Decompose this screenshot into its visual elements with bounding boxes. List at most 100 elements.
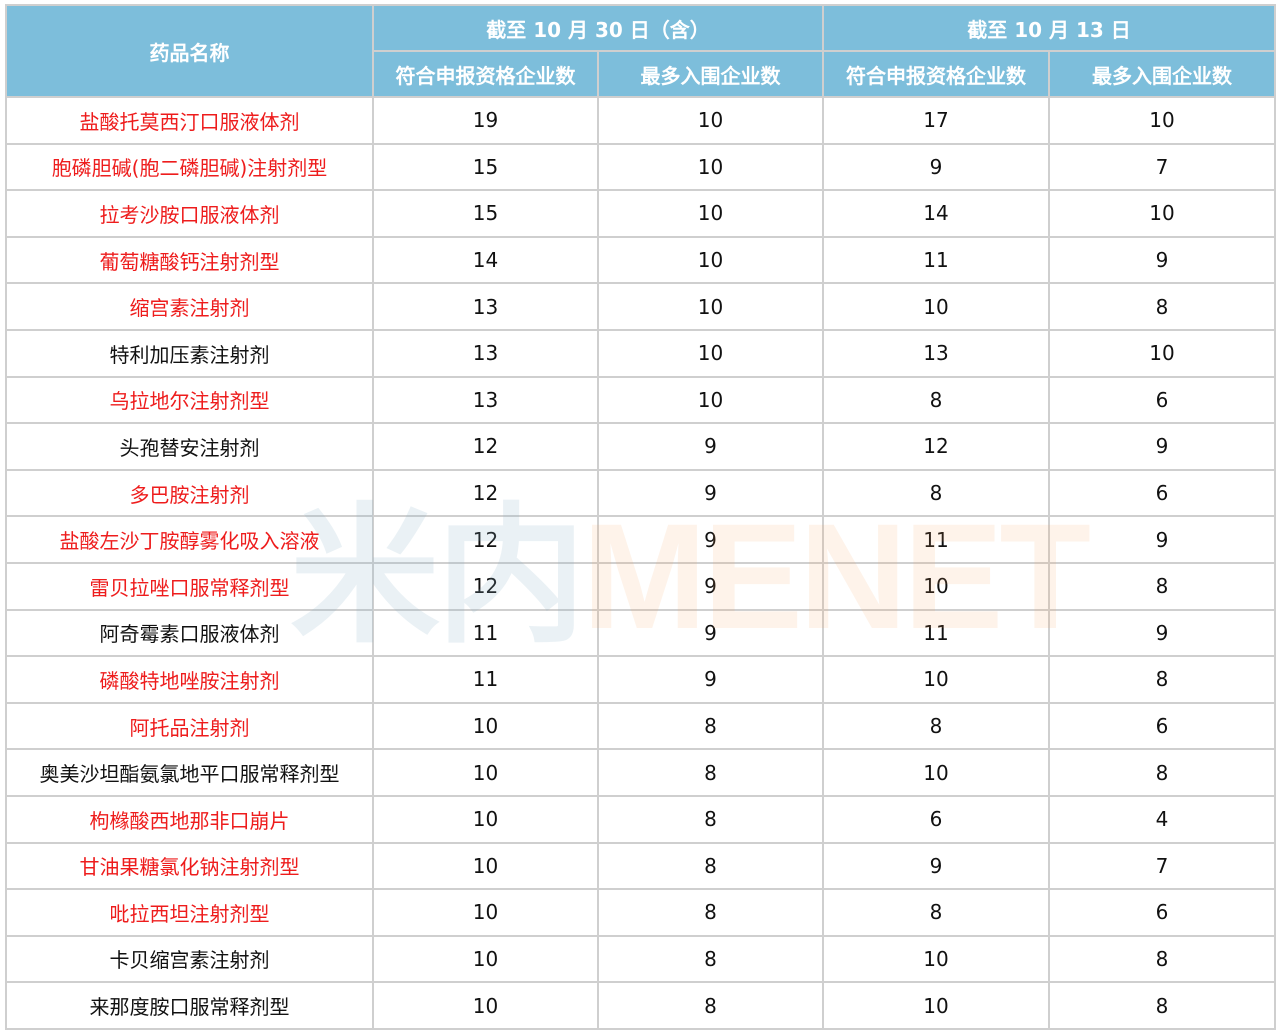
max-oct30-cell: 8 — [596, 981, 825, 1030]
table-row: 乌拉地尔注射剂型 13 10 8 6 — [5, 375, 1277, 425]
eligible-oct13-cell: 8 — [822, 701, 1051, 751]
eligible-oct30-cell: 10 — [372, 794, 599, 844]
max-oct13-cell: 8 — [1048, 655, 1277, 704]
max-oct30-cell: 10 — [596, 189, 825, 238]
table-row: 阿奇霉素口服液体剂 11 9 11 9 — [5, 608, 1277, 658]
eligible-oct13-cell: 10 — [822, 934, 1051, 984]
eligible-oct30-cell: 10 — [372, 701, 599, 751]
drug-name-cell: 吡拉西坦注射剂型 — [5, 888, 374, 937]
eligible-oct30-cell: 13 — [372, 328, 599, 378]
eligible-oct13-cell: 10 — [822, 561, 1051, 611]
eligible-oct30-cell: 11 — [372, 608, 599, 658]
table-row: 盐酸左沙丁胺醇雾化吸入溶液 12 9 11 9 — [5, 515, 1277, 564]
drug-name-cell: 雷贝拉唑口服常释剂型 — [5, 561, 374, 611]
table-row: 拉考沙胺口服液体剂 15 10 14 10 — [5, 189, 1277, 238]
drug-name-cell: 奥美沙坦酯氨氯地平口服常释剂型 — [5, 748, 374, 797]
eligible-oct30-cell: 19 — [372, 96, 599, 145]
drug-name-cell: 缩宫素注射剂 — [5, 282, 374, 331]
max-oct30-cell: 10 — [596, 235, 825, 285]
table-row: 盐酸托莫西汀口服液体剂 19 10 17 10 — [5, 96, 1277, 145]
eligible-oct13-cell: 6 — [822, 794, 1051, 844]
max-oct30-cell: 9 — [596, 422, 825, 471]
drug-name-cell: 阿托品注射剂 — [5, 701, 374, 751]
header-group-oct30: 截至 10 月 30 日（含） — [371, 4, 825, 52]
max-oct13-cell: 9 — [1048, 235, 1277, 285]
max-oct30-cell: 8 — [596, 888, 825, 937]
eligible-oct13-cell: 10 — [822, 282, 1051, 331]
drug-name-cell: 卡贝缩宫素注射剂 — [5, 934, 374, 984]
eligible-oct30-cell: 11 — [372, 655, 599, 704]
table-row: 缩宫素注射剂 13 10 10 8 — [5, 282, 1277, 331]
eligible-oct30-cell: 12 — [372, 468, 599, 518]
table-row: 枸橼酸西地那非口崩片 10 8 6 4 — [5, 794, 1277, 844]
max-oct13-cell: 10 — [1048, 189, 1277, 238]
eligible-oct30-cell: 12 — [372, 422, 599, 471]
max-oct13-cell: 9 — [1048, 422, 1277, 471]
eligible-oct30-cell: 12 — [372, 561, 599, 611]
drug-name-cell: 多巴胺注射剂 — [5, 468, 374, 518]
header-max-oct30: 最多入围企业数 — [596, 50, 825, 98]
table-row: 雷贝拉唑口服常释剂型 12 9 10 8 — [5, 561, 1277, 611]
drug-name-cell: 特利加压素注射剂 — [5, 328, 374, 378]
drug-name-cell: 葡萄糖酸钙注射剂型 — [5, 235, 374, 285]
eligible-oct30-cell: 13 — [372, 282, 599, 331]
eligible-oct30-cell: 10 — [372, 934, 599, 984]
max-oct13-cell: 8 — [1048, 561, 1277, 611]
max-oct13-cell: 7 — [1048, 142, 1277, 192]
eligible-oct30-cell: 10 — [372, 888, 599, 937]
header-group-oct13: 截至 10 月 13 日 — [822, 4, 1277, 52]
drug-name-cell: 拉考沙胺口服液体剂 — [5, 189, 374, 238]
eligible-oct30-cell: 10 — [372, 981, 599, 1030]
table-row: 多巴胺注射剂 12 9 8 6 — [5, 468, 1277, 518]
eligible-oct13-cell: 10 — [822, 748, 1051, 797]
eligible-oct13-cell: 8 — [822, 375, 1051, 425]
eligible-oct13-cell: 12 — [822, 422, 1051, 471]
eligible-oct30-cell: 12 — [372, 515, 599, 564]
max-oct13-cell: 8 — [1048, 282, 1277, 331]
header-drug-name: 药品名称 — [5, 4, 374, 98]
max-oct30-cell: 10 — [596, 96, 825, 145]
header-max-oct13: 最多入围企业数 — [1048, 50, 1277, 98]
eligible-oct13-cell: 8 — [822, 468, 1051, 518]
eligible-oct30-cell: 14 — [372, 235, 599, 285]
eligible-oct13-cell: 11 — [822, 608, 1051, 658]
max-oct30-cell: 8 — [596, 841, 825, 891]
eligible-oct13-cell: 14 — [822, 189, 1051, 238]
eligible-oct13-cell: 10 — [822, 655, 1051, 704]
max-oct13-cell: 8 — [1048, 934, 1277, 984]
table-row: 头孢替安注射剂 12 9 12 9 — [5, 422, 1277, 471]
max-oct30-cell: 10 — [596, 282, 825, 331]
table-row: 磷酸特地唑胺注射剂 11 9 10 8 — [5, 655, 1277, 704]
eligible-oct30-cell: 10 — [372, 748, 599, 797]
max-oct13-cell: 8 — [1048, 981, 1277, 1030]
eligible-oct13-cell: 9 — [822, 142, 1051, 192]
drug-name-cell: 来那度胺口服常释剂型 — [5, 981, 374, 1030]
max-oct13-cell: 9 — [1048, 515, 1277, 564]
table-row: 葡萄糖酸钙注射剂型 14 10 11 9 — [5, 235, 1277, 285]
max-oct30-cell: 8 — [596, 748, 825, 797]
table-row: 特利加压素注射剂 13 10 13 10 — [5, 328, 1277, 378]
max-oct13-cell: 9 — [1048, 608, 1277, 658]
table-row: 胞磷胆碱(胞二磷胆碱)注射剂型 15 10 9 7 — [5, 142, 1277, 192]
table-row: 来那度胺口服常释剂型 10 8 10 8 — [5, 981, 1277, 1030]
table-row: 卡贝缩宫素注射剂 10 8 10 8 — [5, 934, 1277, 984]
drug-name-cell: 磷酸特地唑胺注射剂 — [5, 655, 374, 704]
max-oct13-cell: 10 — [1048, 96, 1277, 145]
max-oct30-cell: 9 — [596, 655, 825, 704]
drug-name-cell: 枸橼酸西地那非口崩片 — [5, 794, 374, 844]
header-eligible-oct13: 符合申报资格企业数 — [822, 50, 1051, 98]
max-oct30-cell: 8 — [596, 701, 825, 751]
drug-name-cell: 盐酸托莫西汀口服液体剂 — [5, 96, 374, 145]
max-oct13-cell: 10 — [1048, 328, 1277, 378]
max-oct13-cell: 6 — [1048, 701, 1277, 751]
eligible-oct30-cell: 15 — [372, 142, 599, 192]
max-oct30-cell: 10 — [596, 328, 825, 378]
max-oct13-cell: 6 — [1048, 375, 1277, 425]
max-oct30-cell: 9 — [596, 608, 825, 658]
eligible-oct13-cell: 9 — [822, 841, 1051, 891]
header-eligible-oct30: 符合申报资格企业数 — [372, 50, 599, 98]
max-oct13-cell: 8 — [1048, 748, 1277, 797]
eligible-oct13-cell: 8 — [822, 888, 1051, 937]
drug-name-cell: 阿奇霉素口服液体剂 — [5, 608, 374, 658]
drug-name-cell: 头孢替安注射剂 — [5, 422, 374, 471]
